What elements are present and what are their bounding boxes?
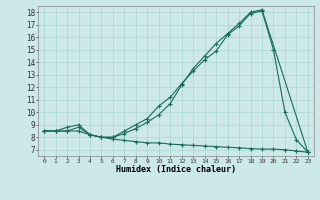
X-axis label: Humidex (Indice chaleur): Humidex (Indice chaleur) xyxy=(116,165,236,174)
